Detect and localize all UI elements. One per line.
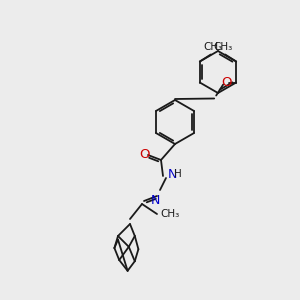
Text: N: N <box>150 194 160 207</box>
Text: N: N <box>168 167 177 181</box>
Text: H: H <box>174 169 182 179</box>
Text: CH₃: CH₃ <box>160 209 179 219</box>
Text: O: O <box>221 76 231 89</box>
Text: CH₃: CH₃ <box>203 43 222 52</box>
Text: O: O <box>140 148 150 160</box>
Text: CH₃: CH₃ <box>214 43 233 52</box>
